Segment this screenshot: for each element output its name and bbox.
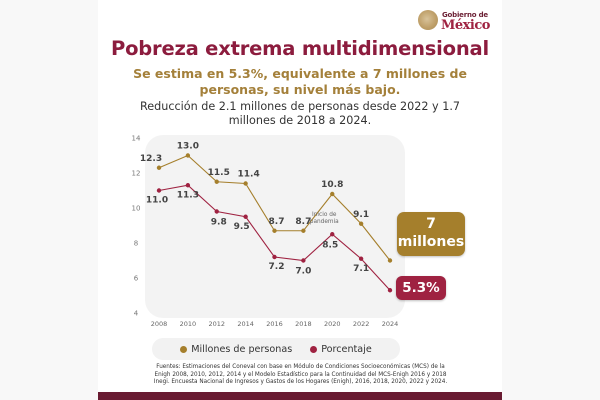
gobierno-mexico-logo: Gobierno de México xyxy=(418,9,498,37)
data-point xyxy=(301,228,306,233)
chart-background xyxy=(145,135,405,318)
x-tick-label: 2018 xyxy=(295,320,312,328)
sources-note: Fuentes: Estimaciones del Coneval con ba… xyxy=(128,364,473,387)
data-label: 8.7 xyxy=(269,217,285,227)
data-label: 7.2 xyxy=(269,262,285,272)
x-tick-label: 2014 xyxy=(237,320,254,328)
data-point xyxy=(330,191,335,197)
data-label: 13.0 xyxy=(177,142,199,152)
logo-line2: México xyxy=(441,18,490,33)
data-point xyxy=(156,188,162,193)
x-tick-label: 2022 xyxy=(353,320,370,328)
data-point xyxy=(330,232,335,237)
y-tick-label: 6 xyxy=(134,275,139,283)
data-label: 9.8 xyxy=(211,218,227,228)
page-title: Pobreza extrema multidimensional xyxy=(111,37,489,60)
footer-bar xyxy=(98,392,502,400)
annotation-line2: pandemia xyxy=(310,219,339,225)
x-tick-label: 2016 xyxy=(266,320,283,328)
legend-item-porcentaje: Porcentaje xyxy=(310,344,372,355)
x-tick-label: 2020 xyxy=(324,320,341,328)
data-point xyxy=(214,209,219,214)
millones-callout-value: 7 xyxy=(426,216,436,232)
sources-line1: Fuentes: Estimaciones del Coneval con ba… xyxy=(156,364,445,370)
legend-label-millones: Millones de personas xyxy=(191,343,293,355)
y-tick-label: 10 xyxy=(132,205,141,213)
description: Reducción de 2.1 millones de personas de… xyxy=(139,100,461,127)
sources-line2: Enigh 2008, 2010, 2012, 2014 y el Modelo… xyxy=(154,371,447,378)
data-point xyxy=(214,179,219,184)
data-point xyxy=(358,221,364,226)
data-point xyxy=(156,165,162,170)
data-point xyxy=(272,228,277,233)
data-label: 12.3 xyxy=(140,154,162,164)
x-tick-label: 2024 xyxy=(382,320,399,328)
data-point xyxy=(243,214,248,219)
subtitle: Se estima en 5.3%, equivalente a 7 millo… xyxy=(133,66,467,97)
data-point xyxy=(185,153,191,158)
data-label: 8.5 xyxy=(322,240,338,250)
sources-line3: Inegi. Encuesta Nacional de Ingresos y G… xyxy=(153,379,448,386)
coat-of-arms-icon xyxy=(418,10,438,30)
data-label: 9.1 xyxy=(353,210,369,220)
data-label: 10.8 xyxy=(321,180,343,190)
data-point xyxy=(272,254,277,260)
legend-item-millones: Millones de personas xyxy=(180,344,292,355)
y-tick-label: 14 xyxy=(132,135,141,143)
logo-line1: Gobierno de xyxy=(442,11,488,19)
series-line-millones xyxy=(158,154,391,261)
data-point xyxy=(301,258,306,263)
data-point xyxy=(185,183,191,188)
legend-label-porcentaje: Porcentaje xyxy=(321,343,372,355)
y-tick-label: 12 xyxy=(132,170,141,178)
y-tick-label: 8 xyxy=(134,240,138,248)
data-label: 11.0 xyxy=(146,196,168,206)
data-point xyxy=(243,181,248,186)
y-tick-label: 4 xyxy=(134,310,139,318)
data-label: 8.7 xyxy=(295,217,311,227)
chart-legend: Millones de personas Porcentaje xyxy=(152,338,400,360)
x-tick-label: 2010 xyxy=(180,320,197,328)
x-tick-label: 2008 xyxy=(151,320,168,328)
percent-callout: 5.3% xyxy=(396,276,446,300)
data-label: 11.4 xyxy=(238,170,260,180)
data-label: 7.0 xyxy=(295,267,311,277)
millones-callout-unit: millones xyxy=(397,234,465,250)
data-label: 7.1 xyxy=(353,264,369,274)
data-label: 11.5 xyxy=(208,168,230,178)
data-point xyxy=(387,258,393,263)
legend-dot-gold-icon xyxy=(180,345,188,353)
series-line-porcentaje xyxy=(158,184,391,291)
data-label: 11.3 xyxy=(177,190,199,200)
data-point xyxy=(387,288,393,293)
x-tick-label: 2012 xyxy=(208,320,225,328)
data-point xyxy=(358,256,364,261)
annotation-line1: Inicio de xyxy=(312,212,337,218)
data-label: 9.5 xyxy=(234,222,250,232)
legend-dot-maroon-icon xyxy=(310,345,318,353)
millones-callout: 7 millones xyxy=(397,212,465,256)
